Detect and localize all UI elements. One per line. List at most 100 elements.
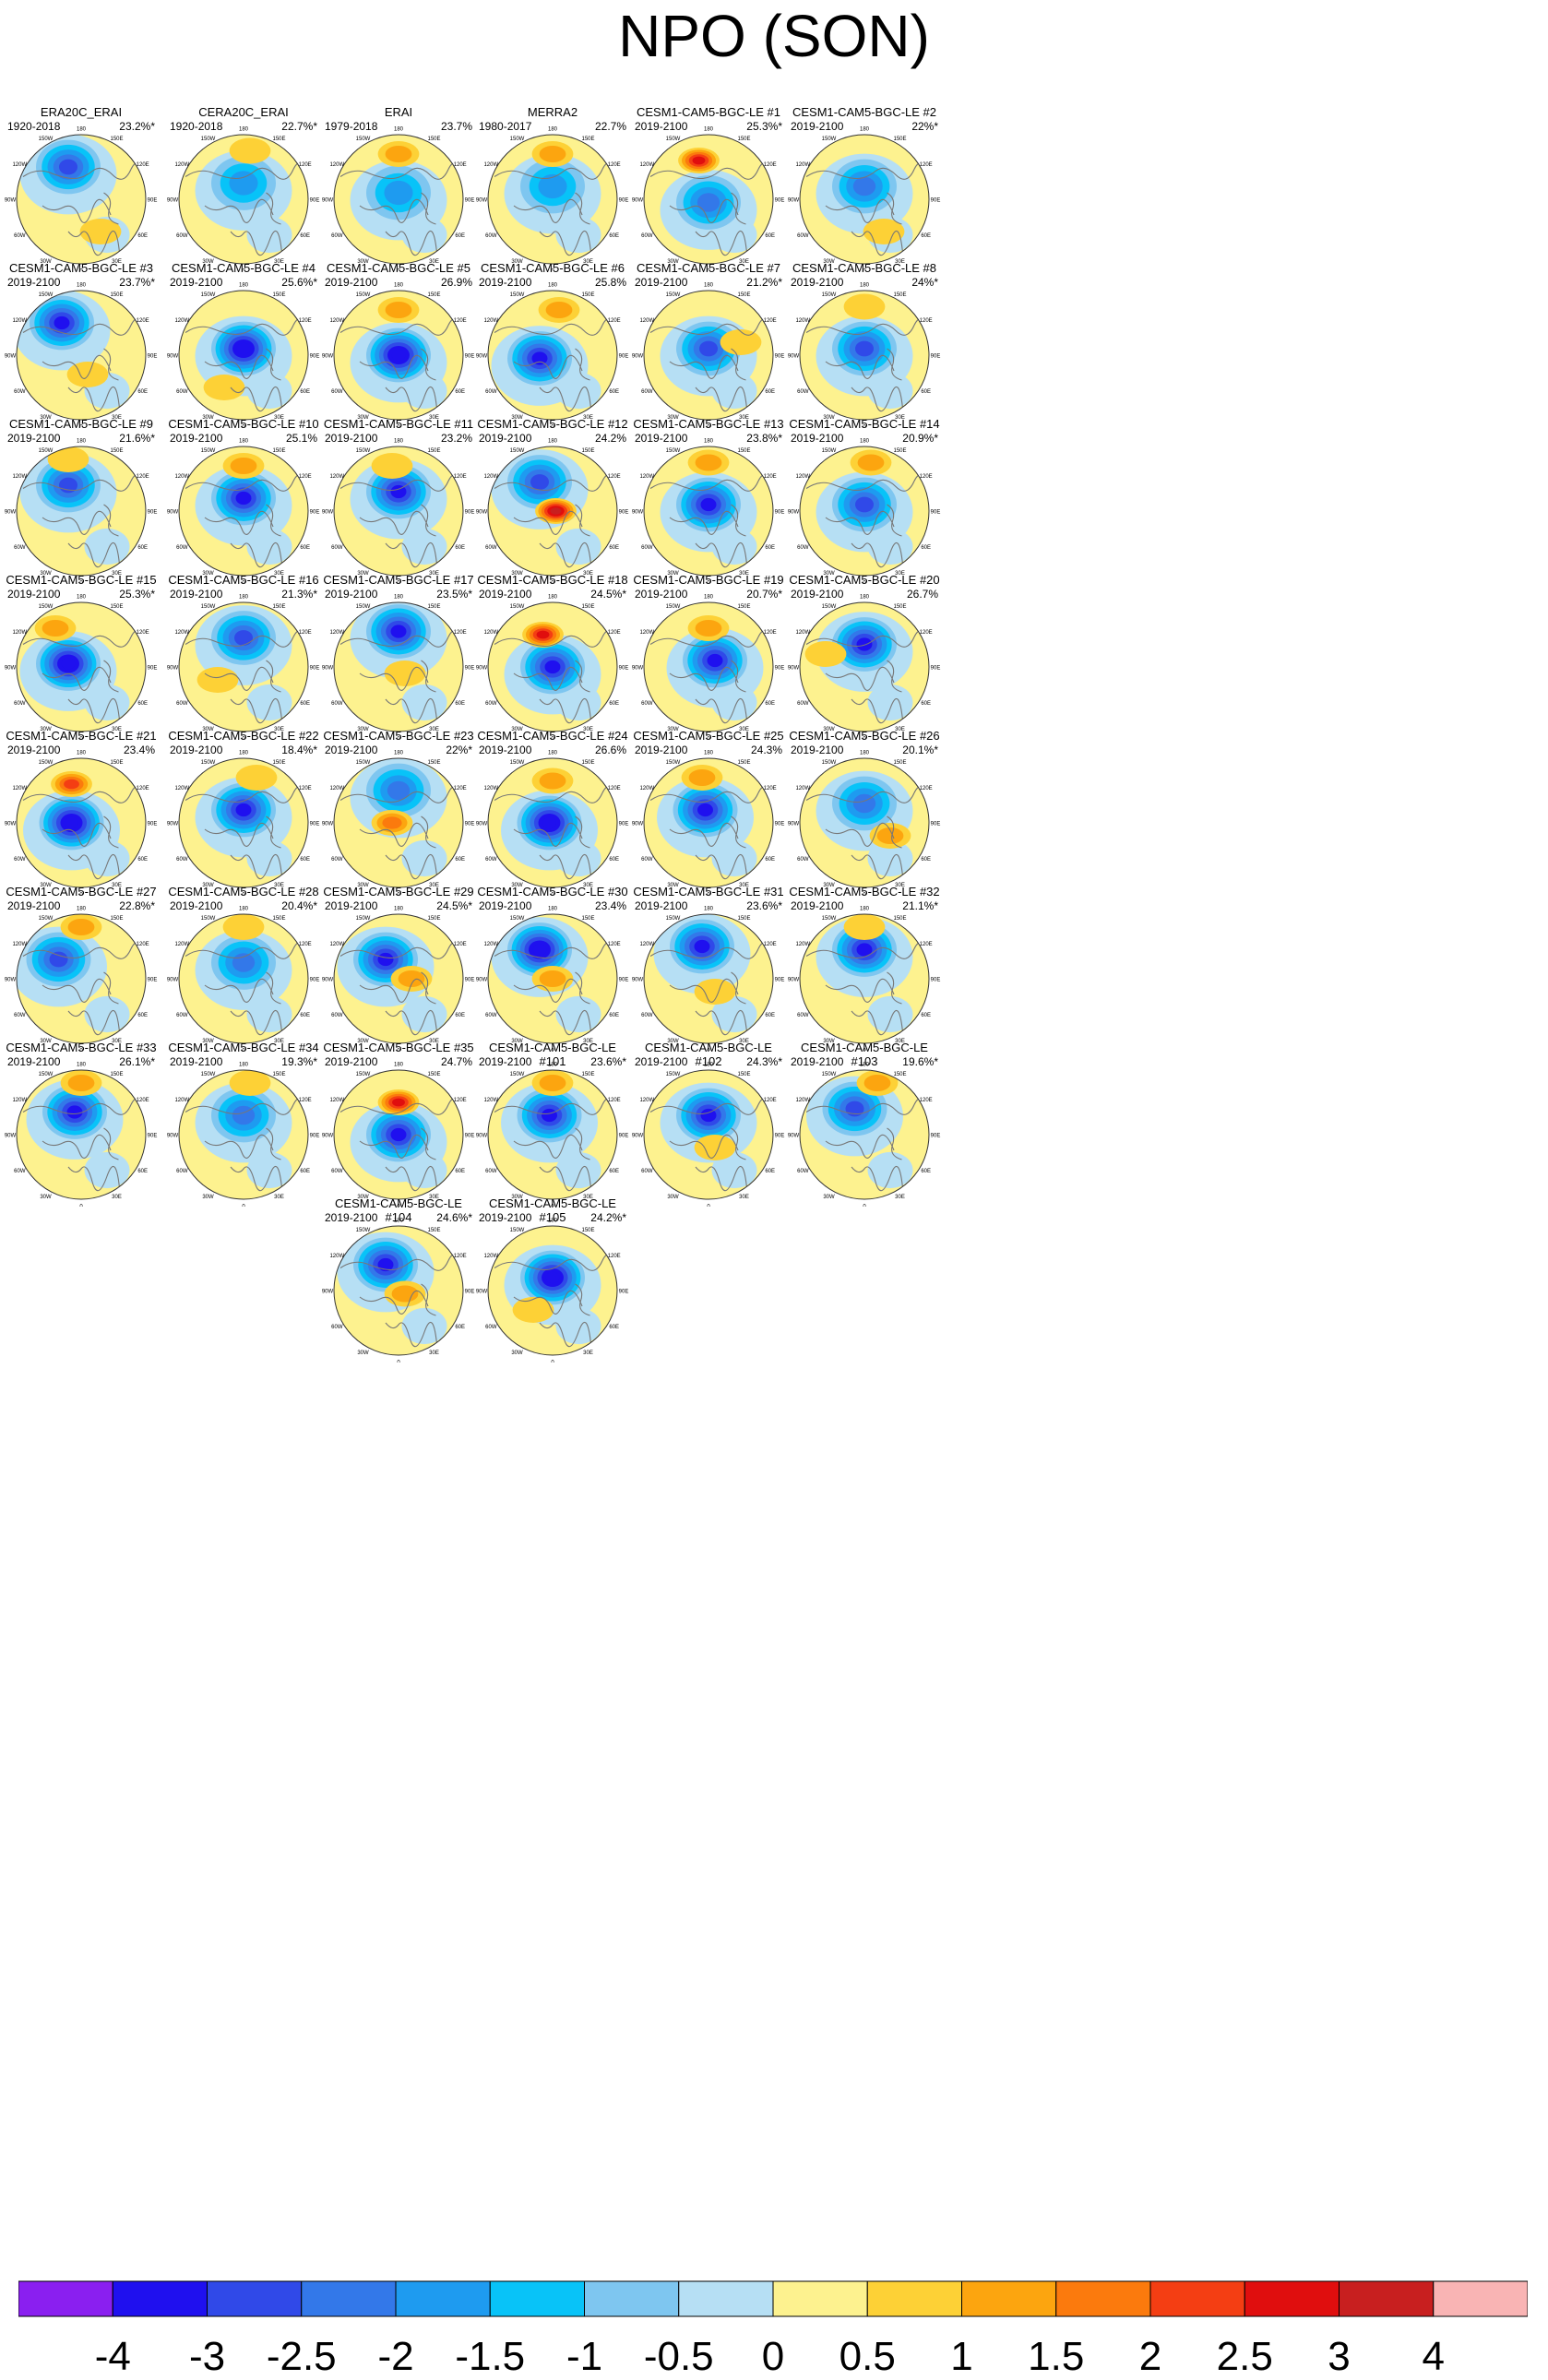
coastlines (22, 941, 146, 1038)
colorbar (18, 2280, 1528, 2317)
panel-period: 2019-2100 (7, 432, 61, 445)
contour-fill (398, 970, 425, 987)
coastlines (339, 161, 463, 258)
map-panel: CESM1-CAM5-BGC-LE #24 2019-2100 26.6% 180 15… (475, 729, 630, 895)
lon-label: 90E (775, 1134, 785, 1139)
panel-title: CESM1-CAM5-BGC-LE #8 (792, 261, 937, 275)
coastlines (649, 473, 773, 570)
contour-fill (54, 315, 70, 330)
lon-label: 150E (110, 1072, 123, 1077)
lon-label: 150W (356, 137, 371, 142)
lon-label: 60W (641, 1013, 653, 1018)
lon-label: 0 (863, 737, 866, 740)
lon-label: 180 (860, 127, 870, 133)
map-border (16, 290, 147, 421)
map-border (799, 1069, 930, 1200)
lon-label: 30W (667, 415, 679, 421)
lon-label: 60W (485, 389, 497, 395)
lon-label: 90W (5, 1134, 17, 1139)
lon-label: 30E (895, 1039, 905, 1044)
lon-label: 150W (822, 916, 837, 922)
panel-variance: 24.5%* (590, 588, 626, 601)
map-panel: MERRA2 1980-2017 22.7% 180 150W 150E 120W 120E 9… (475, 105, 630, 271)
map-panel: CESM1-CAM5-BGC-LE #16 2019-2100 21.3%* 180 1… (166, 573, 321, 739)
coastlines (805, 317, 929, 414)
lon-label: 90W (632, 1134, 644, 1139)
lon-label: 90W (322, 354, 334, 360)
map-border (333, 446, 464, 577)
contour-fill (401, 839, 447, 877)
lon-label: 150W (39, 137, 54, 142)
panel-title: ERAI (384, 105, 413, 119)
lon-label: 180 (394, 751, 404, 756)
lon-label: 60E (300, 389, 310, 395)
map-panel: CESM1-CAM5-BGC-LE #6 2019-2100 25.8% 180 150… (475, 261, 630, 427)
lon-label: 180 (394, 439, 404, 445)
contour-fill (539, 772, 566, 790)
panel-variance: 23.5%* (436, 588, 472, 601)
map-panel: CESM1-CAM5-BGC-LE #29 2019-2100 24.5%* 180 1… (321, 885, 476, 1051)
panel-variance: 20.1%* (902, 744, 938, 756)
lon-label: 60E (455, 389, 465, 395)
lon-label: 90W (476, 354, 488, 360)
polar-map: 180 150W 150E 120W 120E 90W 90E 60W 60E 30W 30E 0 (632, 1063, 785, 1208)
lon-label: 120W (329, 162, 344, 168)
contour-fill (555, 372, 601, 410)
lon-label: 30W (357, 1195, 369, 1200)
map-panel: CESM1-CAM5-BGC-LE #25 2019-2100 24.3% 180 15… (631, 729, 786, 895)
polar-map: 180 150W 150E 120W 120E 90W 90E 60W 60E 30W 30E 0 (476, 127, 629, 272)
lon-label: 150W (201, 292, 216, 298)
contour-fill (804, 641, 847, 667)
panel-variance: 22%* (446, 744, 472, 756)
coastlines (339, 785, 463, 882)
panel-period: 2019-2100 (791, 1055, 844, 1068)
panel-period: 2019-2100 (479, 588, 532, 601)
panel-title: CESM1-CAM5-BGC-LE #23 (323, 729, 474, 743)
lon-label: 30E (112, 883, 122, 888)
colorbar-tick-label: 0 (761, 2334, 785, 2379)
lon-label: 120E (920, 942, 933, 947)
contour-fill (555, 995, 601, 1033)
coastlines (494, 1097, 617, 1194)
coastlines (185, 785, 308, 882)
lon-label: 180 (860, 751, 870, 756)
contour-fill (391, 349, 406, 362)
lon-label: 90E (619, 198, 629, 204)
colorbar-tick-label: 0.5 (839, 2334, 896, 2379)
lon-label: 0 (863, 1205, 866, 1208)
polar-map: 180 150W 150E 120W 120E 90W 90E 60W 60E 30W 30E 0 (5, 907, 158, 1052)
lon-label: 120E (764, 942, 777, 947)
lon-label: 150W (510, 292, 525, 298)
lon-label: 60W (331, 857, 343, 863)
panel-title: CESM1-CAM5-BGC-LE #34 (168, 1041, 319, 1054)
coastlines (185, 473, 308, 570)
lon-label: 30E (739, 883, 749, 888)
lon-label: 90E (931, 510, 941, 516)
coastlines (494, 785, 617, 882)
lon-label: 30W (511, 571, 523, 577)
lon-label: 90W (788, 978, 800, 983)
lon-label: 60E (765, 389, 775, 395)
lon-label: 0 (551, 1361, 554, 1363)
lon-label: 60E (765, 701, 775, 707)
polar-map: 180 150W 150E 120W 120E 90W 90E 60W 60E 30W 30E 0 (788, 439, 941, 584)
panel-variance: 25.3%* (746, 120, 782, 133)
coastlines (494, 317, 617, 414)
lon-label: 60E (137, 233, 148, 239)
lon-label: 90W (167, 978, 179, 983)
lon-label: 120W (174, 942, 189, 947)
panel-title: CESM1-CAM5-BGC-LE #25 (633, 729, 784, 743)
polar-map: 180 150W 150E 120W 120E 90W 90E 60W 60E 30W 30E 0 (632, 127, 785, 272)
colorbar-tick-label: 3 (1328, 2334, 1351, 2379)
lon-label: 90E (619, 666, 629, 672)
lon-label: 60W (641, 389, 653, 395)
lon-label: 180 (394, 1063, 404, 1068)
contour-fill (246, 372, 292, 410)
lon-label: 30W (511, 259, 523, 265)
lon-label: 120W (795, 1098, 810, 1103)
lon-label: 150E (737, 760, 750, 766)
lon-label: 30W (667, 727, 679, 732)
lon-label: 30E (112, 1039, 122, 1044)
contour-fill (84, 684, 130, 721)
panel-title: ERA20C_ERAI (40, 105, 123, 119)
